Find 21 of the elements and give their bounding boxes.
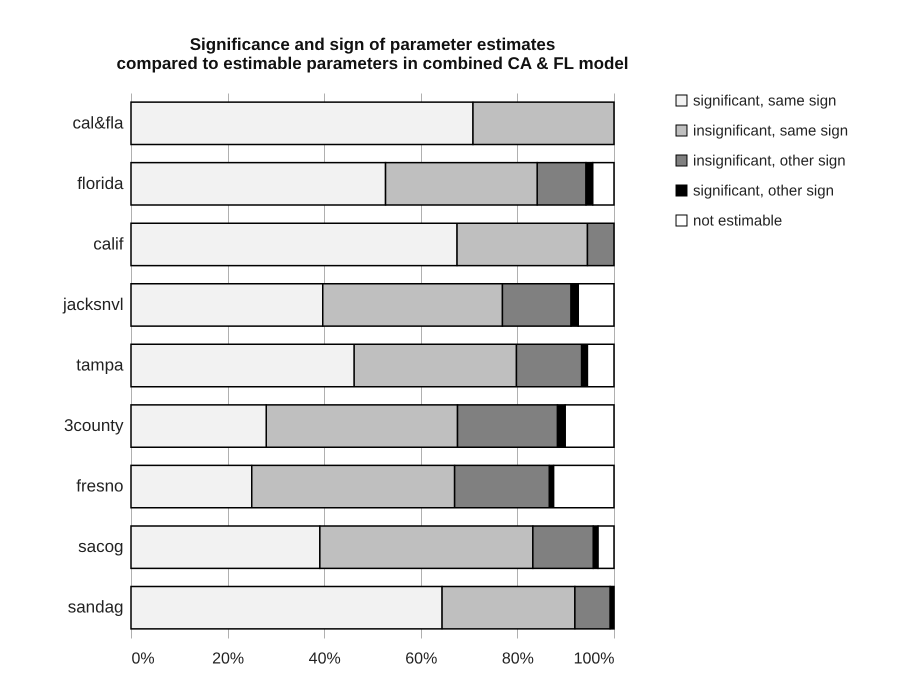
y-tick-label: 3county	[64, 416, 124, 436]
y-tick-label: sandag	[68, 598, 124, 617]
y-tick-label: sacog	[78, 537, 124, 556]
x-tick-label: 80%	[502, 650, 534, 668]
y-tick-label: cal&fla	[72, 113, 124, 132]
chart-title: Significance and sign of parameter estimates compared to estimable parameters in combined CA & FL model	[116, 35, 629, 73]
y-tick-label: calif	[93, 234, 124, 254]
legend-label: insignificant, same sign	[693, 122, 848, 140]
x-tick-label: 60%	[405, 650, 438, 668]
legend-label: not estimable	[693, 212, 782, 230]
legend-label: significant, other sign	[693, 182, 834, 200]
legend-label: insignificant, other sign	[693, 152, 846, 170]
legend-label: significant, same sign	[693, 92, 836, 110]
y-tick-label: tampa	[76, 356, 124, 374]
x-tick-label: 40%	[308, 650, 341, 668]
x-tick-label: 20%	[212, 650, 244, 668]
y-tick-label: fresno	[76, 476, 124, 496]
x-tick-label: 0%	[132, 650, 155, 668]
y-tick-label: jacksnvl	[62, 294, 124, 314]
x-tick-label: 100%	[574, 650, 614, 668]
y-tick-label: florida	[77, 174, 124, 193]
